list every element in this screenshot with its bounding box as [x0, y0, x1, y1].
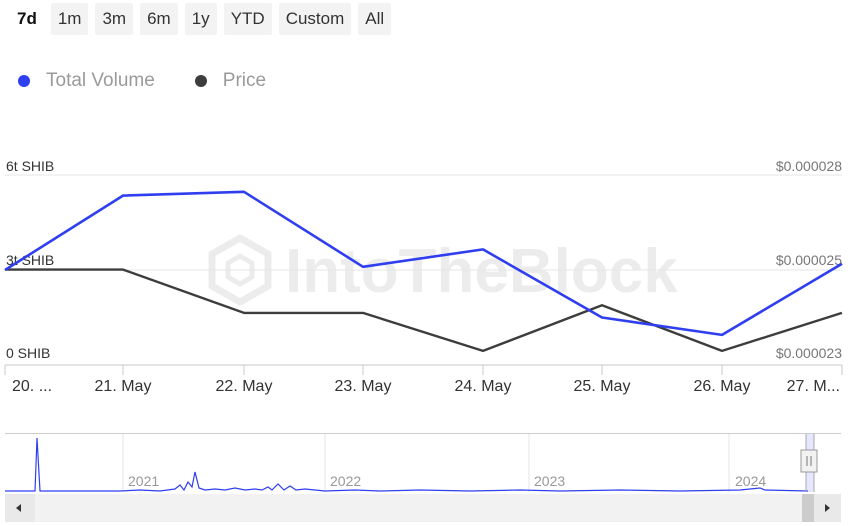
navigator-year-2022: 2022 — [330, 473, 361, 489]
range-button-all[interactable]: All — [358, 3, 392, 35]
navigator-background — [5, 434, 841, 492]
navigator-handle[interactable] — [800, 449, 818, 473]
navigator-top-border — [5, 433, 841, 434]
legend: Total Volume Price — [18, 70, 266, 92]
arrow-left-icon — [16, 504, 21, 512]
series-line-total-volume[interactable] — [4, 190, 843, 337]
watermark-text: IntoTheBlock — [285, 237, 678, 306]
left-axis-tick-3t: 3t SHIB — [6, 252, 54, 268]
legend-item-price[interactable]: Price — [194, 70, 267, 92]
series-layer — [4, 190, 843, 353]
legend-dot-total-volume — [18, 75, 30, 87]
scroll-left-button[interactable] — [5, 494, 35, 522]
arrow-right-icon — [825, 504, 830, 512]
navigator: 2021 2022 2023 2024 — [5, 433, 841, 492]
legend-dot-price — [194, 75, 207, 87]
scrollbar-thumb[interactable] — [802, 494, 814, 522]
x-tick-label-0: 20. ... — [12, 378, 52, 395]
right-axis-tick-25: $0.000025 — [776, 252, 842, 268]
navigator-series-line — [5, 437, 809, 492]
watermark-logo-icon — [208, 233, 272, 307]
navigator-year-2023: 2023 — [534, 473, 565, 489]
left-axis-tick-0: 0 SHIB — [6, 345, 50, 361]
x-tick-label-1: 21. May — [95, 378, 152, 395]
navigator-year-2021: 2021 — [128, 473, 159, 489]
range-button-3m[interactable]: 3m — [95, 3, 134, 35]
legend-item-total-volume[interactable]: Total Volume — [18, 70, 155, 92]
x-tick-label-7: 27. M... — [787, 378, 840, 395]
right-axis-tick-28: $0.000028 — [776, 158, 842, 174]
range-button-ytd[interactable]: YTD — [223, 3, 272, 35]
x-tick-label-3: 23. May — [335, 378, 392, 395]
range-button-custom[interactable]: Custom — [278, 3, 352, 35]
range-button-7d[interactable]: 7d — [10, 3, 44, 35]
legend-label-total-volume: Total Volume — [46, 70, 155, 91]
navigator-year-2024: 2024 — [735, 473, 766, 489]
series-line-price[interactable] — [5, 268, 843, 353]
range-button-1m[interactable]: 1m — [50, 3, 89, 35]
watermark: IntoTheBlock — [208, 233, 678, 307]
x-tick-label-4: 24. May — [455, 378, 512, 395]
scrollbar[interactable] — [5, 494, 841, 522]
right-axis-tick-23: $0.000023 — [776, 345, 842, 361]
range-selector: 7d 1m 3m 6m 1y YTD Custom All — [10, 3, 392, 35]
x-tick-label-5: 25. May — [574, 378, 631, 395]
left-axis-tick-6t: 6t SHIB — [6, 158, 54, 174]
scroll-right-button[interactable] — [814, 494, 841, 522]
scrollbar-track[interactable] — [5, 494, 841, 522]
range-button-6m[interactable]: 6m — [140, 3, 178, 35]
x-tick-label-6: 26. May — [694, 378, 751, 395]
legend-label-price: Price — [222, 70, 267, 91]
x-tick-label-2: 22. May — [216, 378, 273, 395]
range-button-1y[interactable]: 1y — [184, 3, 217, 35]
x-axis-ticks: 20. ... 21. May 22. May 23. May 24. May 25. M… — [4, 365, 843, 395]
